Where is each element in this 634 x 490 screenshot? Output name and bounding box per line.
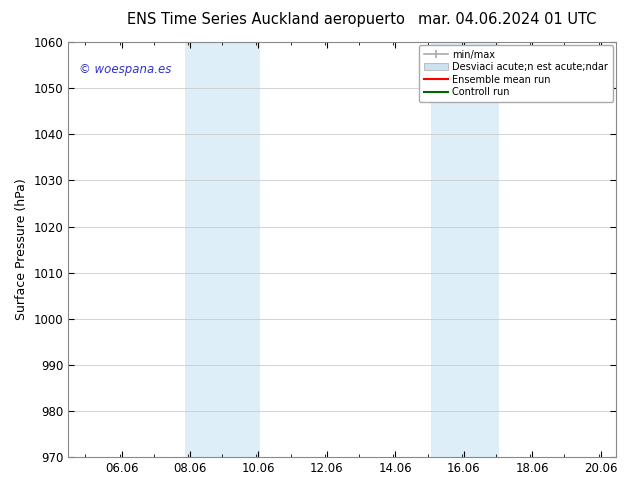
Text: © woespana.es: © woespana.es (79, 63, 171, 76)
Legend: min/max, Desviaci acute;n est acute;ndar, Ensemble mean run, Controll run: min/max, Desviaci acute;n est acute;ndar… (419, 45, 613, 102)
Bar (184, 42, 260, 457)
Y-axis label: Surface Pressure (hPa): Surface Pressure (hPa) (15, 179, 28, 320)
Text: ENS Time Series Auckland aeropuerto: ENS Time Series Auckland aeropuerto (127, 12, 405, 27)
Text: mar. 04.06.2024 01 UTC: mar. 04.06.2024 01 UTC (418, 12, 597, 27)
Bar (431, 42, 500, 457)
